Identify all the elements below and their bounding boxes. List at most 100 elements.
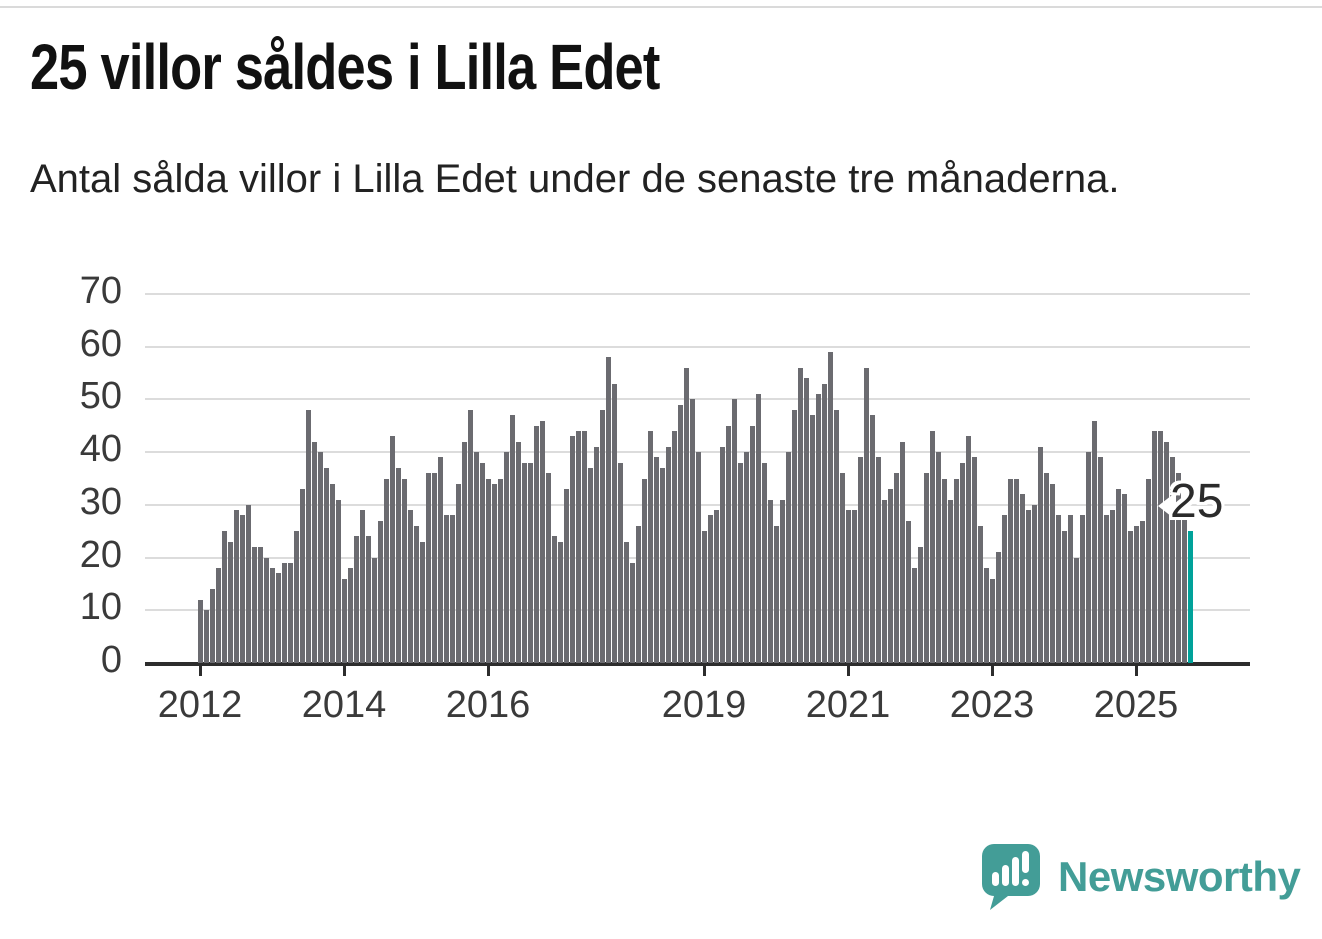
bar — [797, 367, 803, 663]
bar — [593, 446, 599, 663]
bar — [665, 446, 671, 663]
bar — [227, 541, 233, 663]
bar — [485, 478, 491, 663]
bar — [1133, 525, 1139, 663]
bar — [1097, 457, 1103, 663]
bar — [749, 425, 755, 663]
x-axis-tick — [1134, 665, 1138, 676]
bar — [557, 541, 563, 663]
bar — [365, 536, 371, 663]
bar — [1001, 515, 1007, 663]
bar — [905, 520, 911, 663]
bar — [803, 378, 809, 663]
bar — [833, 409, 839, 663]
x-axis-tick — [198, 665, 202, 676]
bar — [653, 457, 659, 663]
bar — [1043, 473, 1049, 663]
annotation-arrow-icon — [1158, 492, 1176, 520]
bar — [809, 415, 815, 663]
bar — [1013, 478, 1019, 663]
bar — [929, 431, 935, 663]
bar — [917, 547, 923, 663]
top-divider-line — [0, 6, 1322, 8]
bar — [1031, 504, 1037, 663]
bar — [563, 489, 569, 663]
bar — [1115, 489, 1121, 663]
bar — [449, 515, 455, 663]
bar — [401, 478, 407, 663]
bar — [845, 510, 851, 663]
bar — [539, 420, 545, 663]
bar — [353, 536, 359, 663]
bar — [377, 520, 383, 663]
bar — [965, 436, 971, 663]
bar — [869, 415, 875, 663]
gridline-y50 — [145, 398, 1250, 401]
x-axis-line — [145, 661, 1250, 666]
bar — [959, 462, 965, 663]
x-axis-tick — [990, 665, 994, 676]
bar — [515, 441, 521, 663]
bar — [311, 441, 317, 663]
y-axis-tick-label: 70 — [79, 270, 122, 312]
bar — [437, 457, 443, 663]
bar — [923, 473, 929, 663]
bar — [1127, 531, 1133, 663]
bar — [989, 578, 995, 663]
bar — [473, 452, 479, 663]
bar — [503, 452, 509, 663]
bar — [533, 425, 539, 663]
bar — [263, 557, 269, 663]
x-axis-tick — [702, 665, 706, 676]
bar — [1175, 473, 1181, 663]
highlighted-current-bar — [1187, 531, 1193, 663]
bar — [881, 499, 887, 663]
bar — [575, 431, 581, 663]
x-axis-tick-label: 2014 — [301, 684, 387, 726]
bar — [251, 547, 257, 663]
bar — [209, 589, 215, 663]
bar — [497, 478, 503, 663]
bar — [389, 436, 395, 663]
bar — [1145, 478, 1151, 663]
bar — [269, 568, 275, 663]
bar — [1055, 515, 1061, 663]
bar — [887, 489, 893, 663]
bar — [197, 599, 203, 663]
bar — [1007, 478, 1013, 663]
bar — [371, 557, 377, 663]
bar — [935, 452, 941, 663]
bar — [275, 573, 281, 663]
bar — [383, 478, 389, 663]
bar — [635, 525, 641, 663]
bar — [521, 462, 527, 663]
bar — [425, 473, 431, 663]
bar — [359, 510, 365, 663]
bar — [587, 467, 593, 663]
bar — [479, 462, 485, 663]
bar — [239, 515, 245, 663]
y-axis-tick-label: 10 — [79, 586, 122, 629]
bar — [815, 394, 821, 663]
bar — [695, 452, 701, 663]
bar — [443, 515, 449, 663]
bar — [863, 367, 869, 663]
bar — [683, 367, 689, 663]
bar — [1019, 494, 1025, 663]
bar — [827, 351, 833, 663]
bar — [743, 452, 749, 663]
bar — [719, 446, 725, 663]
bar — [329, 483, 335, 663]
bar — [1109, 510, 1115, 663]
bar — [281, 562, 287, 663]
bar — [1121, 494, 1127, 663]
bar — [617, 462, 623, 663]
bar — [875, 457, 881, 663]
bar — [821, 383, 827, 663]
bar — [461, 441, 467, 663]
bar — [1169, 457, 1175, 663]
bar — [305, 409, 311, 663]
bar — [551, 536, 557, 663]
bar — [1151, 431, 1157, 663]
last-value-annotation: 25 — [1170, 475, 1224, 528]
